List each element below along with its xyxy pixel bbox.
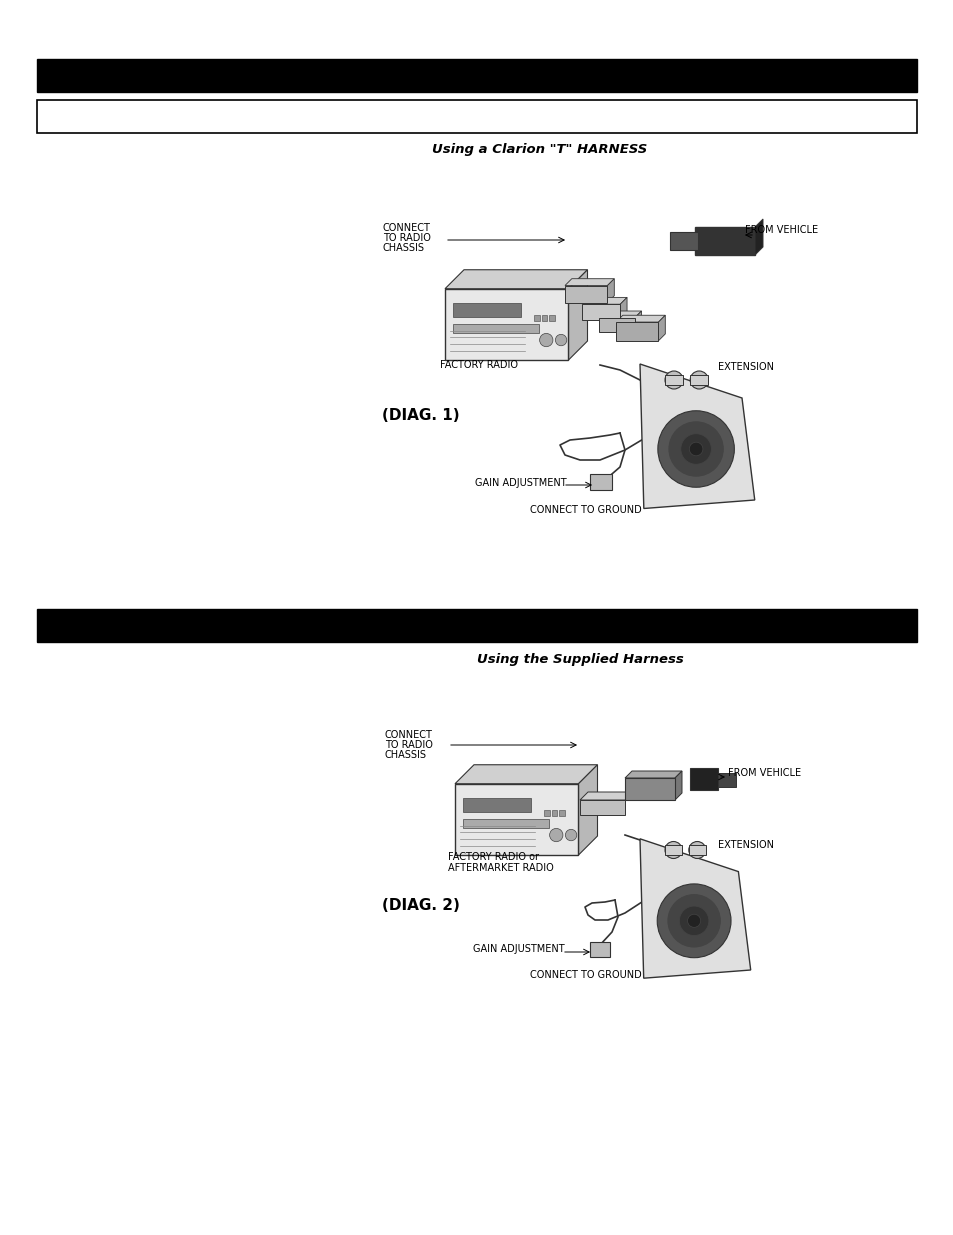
- Polygon shape: [607, 279, 614, 303]
- Text: Using the Supplied Harness: Using the Supplied Harness: [476, 653, 682, 667]
- Circle shape: [689, 370, 707, 389]
- Text: EXTENSION: EXTENSION: [718, 362, 773, 372]
- Bar: [589, 474, 612, 490]
- Bar: [37, 609, 916, 642]
- Circle shape: [687, 914, 700, 927]
- Text: (DIAG. 1): (DIAG. 1): [381, 408, 459, 422]
- Circle shape: [539, 333, 553, 347]
- Bar: [664, 845, 681, 855]
- Text: CONNECT: CONNECT: [382, 224, 431, 233]
- Bar: [695, 227, 754, 254]
- Polygon shape: [634, 311, 640, 332]
- Circle shape: [565, 830, 577, 841]
- Bar: [564, 285, 607, 303]
- Bar: [669, 232, 698, 249]
- Text: CHASSIS: CHASSIS: [382, 243, 424, 253]
- Bar: [624, 778, 675, 800]
- Bar: [579, 800, 624, 815]
- Polygon shape: [455, 764, 597, 784]
- Circle shape: [555, 335, 566, 346]
- Circle shape: [680, 433, 711, 464]
- Circle shape: [664, 370, 682, 389]
- Text: CONNECT TO GROUND: CONNECT TO GROUND: [530, 969, 641, 981]
- Polygon shape: [675, 771, 681, 800]
- Text: FROM VEHICLE: FROM VEHICLE: [744, 225, 818, 235]
- Text: CONNECT TO GROUND: CONNECT TO GROUND: [530, 505, 641, 515]
- Polygon shape: [624, 771, 681, 778]
- Text: CHASSIS: CHASSIS: [385, 750, 427, 760]
- Bar: [541, 315, 547, 321]
- Bar: [598, 317, 634, 332]
- Bar: [616, 322, 658, 341]
- Polygon shape: [581, 298, 626, 304]
- Polygon shape: [578, 764, 597, 855]
- Bar: [558, 810, 564, 816]
- Circle shape: [668, 422, 722, 477]
- Bar: [37, 100, 916, 133]
- Polygon shape: [616, 315, 664, 322]
- Polygon shape: [639, 839, 750, 978]
- Circle shape: [667, 894, 720, 947]
- Circle shape: [549, 829, 562, 842]
- Bar: [718, 773, 735, 787]
- Bar: [37, 59, 916, 91]
- Bar: [689, 768, 718, 790]
- Bar: [589, 942, 609, 957]
- Text: TO RADIO: TO RADIO: [385, 740, 433, 750]
- Bar: [444, 289, 568, 359]
- Bar: [549, 315, 555, 321]
- Polygon shape: [658, 315, 664, 341]
- Text: (DIAG. 2): (DIAG. 2): [381, 898, 459, 913]
- Text: FROM VEHICLE: FROM VEHICLE: [727, 768, 801, 778]
- Polygon shape: [639, 364, 754, 509]
- Bar: [462, 819, 549, 827]
- Text: AFTERMARKET RADIO: AFTERMARKET RADIO: [448, 863, 553, 873]
- Polygon shape: [754, 219, 762, 254]
- Bar: [462, 798, 530, 813]
- Bar: [452, 303, 520, 317]
- Circle shape: [679, 906, 708, 936]
- Text: EXTENSION: EXTENSION: [718, 840, 773, 850]
- Text: GAIN ADJUSTMENT: GAIN ADJUSTMENT: [473, 944, 564, 953]
- Text: FACTORY RADIO: FACTORY RADIO: [439, 359, 517, 370]
- Bar: [689, 374, 707, 385]
- Bar: [664, 374, 682, 385]
- Bar: [534, 315, 539, 321]
- Polygon shape: [619, 298, 626, 320]
- Text: CONNECT: CONNECT: [385, 730, 433, 740]
- Text: Using a Clarion "T" HARNESS: Using a Clarion "T" HARNESS: [432, 143, 647, 157]
- Circle shape: [658, 411, 734, 488]
- Polygon shape: [579, 792, 633, 800]
- Bar: [688, 845, 705, 855]
- Bar: [455, 784, 578, 855]
- Circle shape: [657, 884, 730, 957]
- Bar: [581, 304, 619, 320]
- Bar: [543, 810, 549, 816]
- Circle shape: [689, 442, 702, 456]
- Bar: [452, 325, 538, 333]
- Circle shape: [664, 841, 681, 858]
- Circle shape: [688, 841, 705, 858]
- Polygon shape: [598, 311, 640, 317]
- Polygon shape: [564, 279, 614, 285]
- Text: GAIN ADJUSTMENT: GAIN ADJUSTMENT: [475, 478, 566, 488]
- Polygon shape: [444, 269, 587, 289]
- Text: TO RADIO: TO RADIO: [382, 233, 431, 243]
- Bar: [551, 810, 557, 816]
- Polygon shape: [568, 269, 587, 359]
- Text: FACTORY RADIO or: FACTORY RADIO or: [448, 852, 538, 862]
